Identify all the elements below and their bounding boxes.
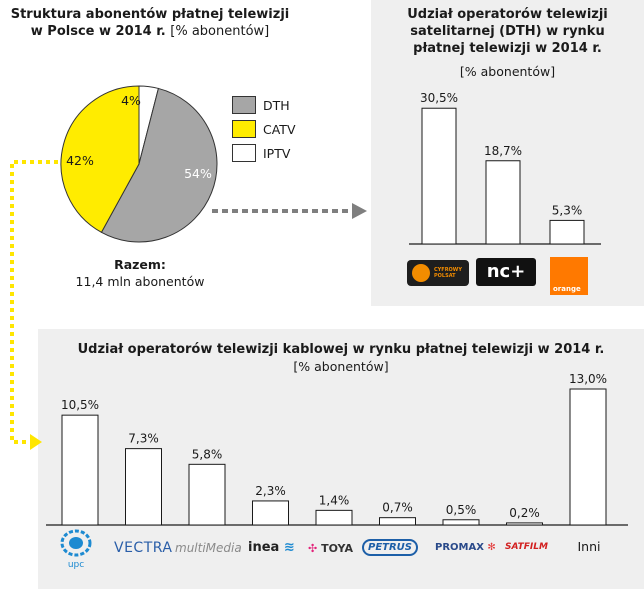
dth-panel: Udział operatorów telewizji satelitarnej… — [371, 0, 644, 306]
legend-label-dth: DTH — [263, 97, 290, 113]
pie-title-line2-row: w Polsce w 2014 r. [% abonentów] — [0, 23, 300, 40]
inni-label: Inni — [571, 539, 607, 554]
legend-item-dth: DTH — [232, 93, 296, 117]
gray-arrow-head — [352, 203, 367, 219]
cable-bar-7 — [506, 522, 543, 526]
dth-title-line1: Udział operatorów telewizji — [407, 7, 608, 22]
pie-total-label: Razem: — [114, 257, 166, 272]
cable-value-label-4: 1,4% — [319, 493, 350, 507]
vectra-logo-text: VECTRA — [114, 540, 173, 556]
cable-value-label-7: 0,2% — [509, 506, 540, 520]
inni-label-text: Inni — [577, 539, 601, 554]
pie-title-line1: Struktura abonentów płatnej telewizji — [10, 7, 290, 22]
cable-bar-5 — [379, 517, 416, 526]
nc-plus-logo: nc+ — [476, 258, 536, 286]
upc-logo-icon — [60, 529, 92, 557]
vectra-logo: VECTRA — [114, 540, 173, 556]
orange-logo-text: orange — [553, 285, 581, 293]
petrus-logo-text: PETRUS — [368, 542, 413, 553]
legend-item-iptv: IPTV — [232, 141, 296, 165]
cable-value-label-6: 0,5% — [446, 503, 477, 517]
toya-dots-icon: ✣ — [308, 542, 318, 555]
pie-slice-catv — [60, 85, 140, 234]
dth-bar-2 — [549, 219, 585, 245]
dth-bar-chart: 30,5% 18,7% 5,3% — [409, 91, 601, 245]
toya-logo-text: TOYA — [321, 542, 353, 555]
satfilm-logo: SATFILM — [505, 542, 548, 552]
cable-bar-2 — [188, 463, 226, 526]
pie-total: Razem: 11,4 mln abonentów — [40, 256, 240, 290]
dth-bar-0 — [421, 107, 457, 245]
cyfrowy-polsat-logo-text: CYFROWY POLSAT — [434, 267, 462, 279]
petrus-logo: PETRUS — [362, 539, 419, 556]
pie-legend: DTH CATV IPTV — [232, 93, 296, 165]
dth-unit: [% abonentów] — [459, 64, 556, 79]
cable-bar-8 — [569, 388, 607, 526]
pie-title: Struktura abonentów płatnej telewizji w … — [0, 6, 300, 40]
dth-value-label-2: 5,3% — [552, 203, 583, 217]
pie-total-value: 11,4 mln abonentów — [75, 274, 205, 289]
inea-wave-icon: ≋ — [283, 540, 295, 555]
inea-logo: inea ≋ — [248, 540, 295, 555]
cable-title: Udział operatorów telewizji kablowej w r… — [77, 342, 605, 357]
cable-bar-6 — [442, 519, 480, 526]
upc-logo-text: upc — [67, 560, 85, 570]
legend-swatch-dth — [232, 96, 256, 114]
pie-label-dth: 54% — [184, 166, 212, 181]
cable-value-label-5: 0,7% — [382, 501, 413, 515]
promax-logo-text: PROMAX — [435, 542, 484, 553]
dth-title: Udział operatorów telewizji satelitarnej… — [371, 6, 644, 57]
multimedia-logo: multiMedia — [175, 541, 242, 555]
legend-swatch-catv — [232, 120, 256, 138]
cable-panel: Udział operatorów telewizji kablowej w r… — [38, 329, 644, 589]
cable-value-label-8: 13,0% — [569, 372, 607, 386]
pie-unit: [% abonentów] — [170, 24, 270, 39]
yellow-arrow-line — [10, 160, 58, 444]
pie-chart: 54% 42% 4% — [60, 85, 218, 243]
toya-logo: ✣ TOYA — [308, 542, 353, 555]
nc-plus-logo-text: nc+ — [486, 261, 526, 282]
satfilm-logo-text: SATFILM — [505, 542, 548, 552]
cable-bar-chart: 10,5% 7,3% 5,8% 2,3% 1,4% 0,7% 0,5% 0,2% 13,0% — [46, 372, 628, 526]
yellow-arrow-head — [30, 434, 42, 450]
dth-title-line3: płatnej telewizji w 2014 r. — [413, 41, 602, 56]
multimedia-logo-text: multiMedia — [175, 541, 242, 555]
cable-bar-4 — [315, 509, 353, 526]
cable-value-label-2: 5,8% — [192, 447, 223, 461]
cyfrowy-polsat-logo: CYFROWY POLSAT — [407, 260, 469, 286]
cable-bar-0 — [61, 414, 99, 526]
dth-value-label-0: 30,5% — [420, 91, 458, 105]
pie-label-iptv: 4% — [121, 93, 141, 108]
legend-label-iptv: IPTV — [263, 145, 291, 161]
legend-label-catv: CATV — [263, 121, 296, 137]
dth-bar-1 — [485, 160, 521, 245]
cyfrowy-polsat-globe-icon — [412, 264, 430, 282]
promax-logo: PROMAX ✻ — [435, 542, 496, 553]
cable-value-label-0: 10,5% — [61, 398, 99, 412]
cable-value-label-3: 2,3% — [255, 484, 286, 498]
cable-value-label-1: 7,3% — [128, 432, 159, 446]
inea-logo-text: inea — [248, 540, 280, 555]
legend-item-catv: CATV — [232, 117, 296, 141]
orange-logo: orange — [550, 257, 588, 295]
pie-label-catv: 42% — [66, 153, 94, 168]
cable-bar-3 — [252, 500, 289, 526]
cable-unit: [% abonentów] — [293, 359, 389, 374]
pie-title-line2: w Polsce w 2014 r. — [30, 24, 166, 39]
legend-swatch-iptv — [232, 144, 256, 162]
pie-slice-dth — [100, 87, 218, 243]
dth-value-label-1: 18,7% — [484, 144, 522, 158]
dth-title-line2: satelitarnej (DTH) w rynku — [410, 24, 605, 39]
promax-dots-icon: ✻ — [487, 542, 496, 553]
cable-bar-1 — [125, 448, 162, 526]
upc-logo: upc — [56, 529, 96, 570]
